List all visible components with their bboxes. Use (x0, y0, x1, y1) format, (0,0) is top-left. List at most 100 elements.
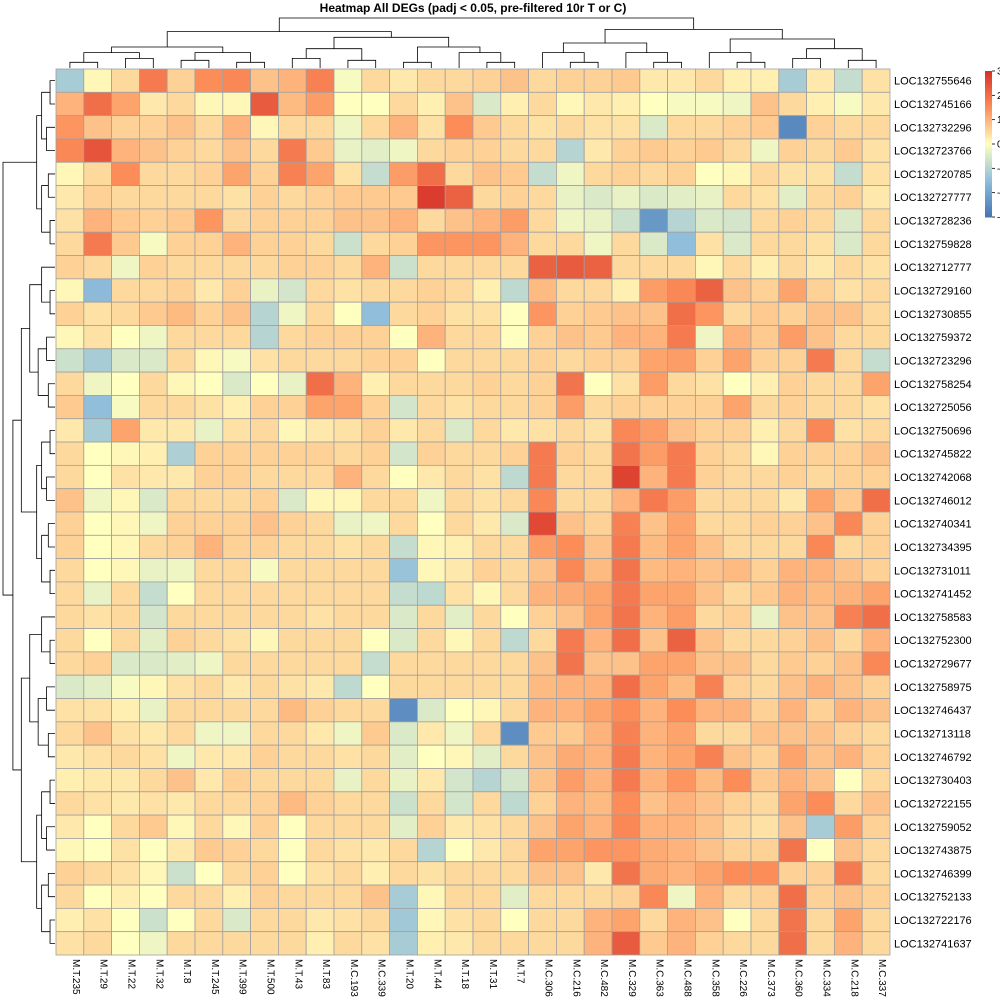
heatmap-cell (416, 931, 446, 956)
heatmap-cell (416, 651, 446, 676)
heatmap-cell (500, 138, 529, 163)
heatmap-cell (500, 418, 529, 443)
heatmap-cell (806, 744, 835, 769)
heatmap-cell (250, 301, 279, 326)
heatmap-cell (138, 395, 168, 420)
heatmap-cell (500, 604, 529, 629)
heatmap-cell (806, 907, 835, 933)
legend-gradient-step (985, 212, 992, 216)
dendrogram-branch (47, 733, 55, 758)
dendrogram-branch (236, 61, 265, 68)
heatmap-cell (389, 325, 418, 350)
heatmap-cell (861, 208, 891, 233)
heatmap-cell (472, 231, 502, 256)
heatmap-cell (361, 907, 390, 933)
heatmap-cell (361, 814, 390, 839)
heatmap-cell (277, 231, 307, 256)
heatmap-cell (277, 558, 307, 583)
heatmap-cell (611, 907, 641, 933)
heatmap-cell (861, 255, 891, 280)
heatmap-cell (583, 301, 613, 326)
legend-gradient-step (985, 187, 992, 191)
heatmap-cell (416, 534, 446, 560)
heatmap-cell (361, 464, 390, 490)
heatmap-cell (166, 907, 196, 933)
dendrogram-branch (41, 884, 51, 933)
heatmap-cell (361, 91, 390, 117)
legend-gradient-step (985, 83, 992, 87)
heatmap-cell (695, 278, 724, 303)
heatmap-cell (472, 161, 502, 186)
column-label: M.C.482 (598, 959, 609, 997)
heatmap-cell (750, 721, 780, 746)
heatmap-cell (250, 604, 279, 629)
column-label: M.T.399 (237, 959, 248, 995)
heatmap-cell (583, 68, 613, 93)
dendrogram-branch (41, 91, 51, 140)
heatmap-cell (750, 931, 780, 956)
heatmap-cell (416, 861, 446, 886)
row-label: LOC132759372 (894, 332, 972, 344)
heatmap-cell (250, 907, 279, 933)
heatmap-cell (778, 255, 807, 280)
row-label: LOC132730855 (894, 309, 972, 321)
heatmap-cell (639, 581, 668, 606)
heatmap-cell (55, 534, 85, 560)
legend-gradient-step (985, 163, 992, 167)
heatmap-cell (361, 371, 390, 396)
heatmap-cell (222, 348, 252, 373)
heatmap-cell (194, 674, 224, 699)
heatmap-cell (55, 884, 85, 909)
heatmap-cell (500, 838, 529, 863)
heatmap-cell (722, 931, 752, 956)
heatmap-cell (834, 907, 863, 933)
heatmap-cell (556, 371, 585, 396)
heatmap-cell (389, 628, 418, 653)
heatmap-cell (528, 558, 557, 583)
heatmap-cell (416, 558, 446, 583)
heatmap-cell (305, 301, 335, 326)
heatmap-cell (472, 791, 502, 816)
heatmap-cell (528, 581, 557, 606)
heatmap-cell (277, 278, 307, 303)
heatmap-cell (83, 441, 113, 466)
heatmap-cell (500, 651, 529, 676)
heatmap-cell (389, 255, 418, 280)
heatmap-cell (722, 68, 752, 93)
heatmap-cell (444, 138, 474, 163)
heatmap-cell (472, 208, 502, 233)
heatmap-cell (528, 674, 557, 699)
heatmap-cell (861, 791, 891, 816)
heatmap-cell (55, 838, 85, 863)
heatmap-cell (277, 628, 307, 653)
heatmap-cell (556, 628, 585, 653)
heatmap-cell (138, 208, 168, 233)
heatmap-cell (389, 441, 418, 466)
heatmap-cell (695, 581, 724, 606)
heatmap-cell (111, 744, 140, 769)
heatmap-cell (722, 441, 752, 466)
legend-gradient-step (985, 161, 992, 164)
heatmap-cell (528, 371, 557, 396)
heatmap-cell (83, 488, 113, 513)
legend-gradient-step (985, 165, 992, 169)
heatmap-cell (861, 68, 891, 93)
heatmap-cell (250, 91, 279, 117)
heatmap-cell (166, 814, 196, 839)
heatmap-cell (333, 534, 363, 560)
heatmap-cell (500, 395, 529, 420)
heatmap-cell (222, 91, 252, 117)
heatmap-cell (83, 371, 113, 396)
heatmap-cell (611, 208, 641, 233)
heatmap-cell (583, 138, 613, 163)
heatmap-cell (500, 371, 529, 396)
heatmap-cell (305, 698, 335, 723)
heatmap-cell (222, 511, 252, 536)
heatmap-cell (500, 628, 529, 653)
heatmap-cell (83, 161, 113, 186)
heatmap-cell (138, 301, 168, 326)
heatmap-cell (500, 161, 529, 186)
heatmap-cell (834, 744, 863, 769)
heatmap-cell (138, 418, 168, 443)
heatmap-cell (722, 91, 752, 117)
